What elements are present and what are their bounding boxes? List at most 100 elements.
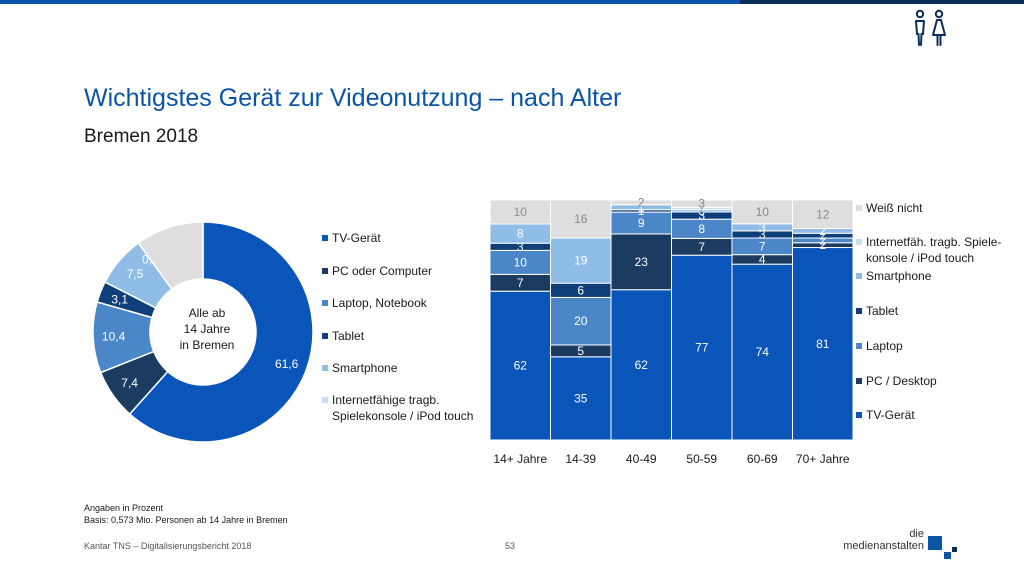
- brand-line-2: medienanstalten: [843, 540, 924, 552]
- bar-data-label: 7: [517, 276, 524, 290]
- legend-swatch: [856, 412, 862, 418]
- bar-segment: [550, 356, 612, 441]
- legend-label: Internetfäh. tragb. Spiele-: [866, 235, 1002, 249]
- legend-swatch: [856, 239, 862, 245]
- bar-data-label: 2: [819, 233, 826, 247]
- bar-data-label: 3: [698, 204, 705, 218]
- bar-data-label: 19: [574, 254, 588, 268]
- bar-segment: [610, 289, 672, 441]
- top-accent-bar-dark: [740, 0, 1024, 4]
- bar-data-label: 62: [514, 359, 528, 373]
- medienanstalten-logo: [928, 536, 957, 559]
- bar-data-label: 8: [698, 222, 705, 236]
- x-tick-label: 14-39: [565, 452, 596, 466]
- bar-data-label: 3: [698, 209, 705, 223]
- bar-data-label: 12: [816, 207, 830, 221]
- legend-label: TV-Gerät: [866, 408, 915, 422]
- bar-data-label: 1: [698, 201, 705, 215]
- bar-segment: [550, 296, 612, 346]
- donut-slice: [128, 221, 314, 443]
- bar-data-label: 7: [759, 239, 766, 253]
- x-tick-label: 14+ Jahre: [493, 452, 547, 466]
- brand-line-1: die: [909, 528, 924, 540]
- bar-segment: [731, 263, 793, 441]
- bar-data-label: 5: [577, 344, 584, 358]
- bar-data-label: 3: [759, 227, 766, 241]
- legend-label-wrap: Internetfäh. tragb. Spiele- konsole / iP…: [866, 234, 1001, 266]
- legend-label: Internetfähige tragb.: [332, 393, 440, 407]
- donut-center-line-2: 14 Jahre: [183, 322, 231, 336]
- people-icon: [915, 9, 946, 46]
- x-tick-label: 70+ Jahre: [796, 452, 850, 466]
- bar-data-label: 3: [759, 220, 766, 234]
- legend-label: Laptop, Notebook: [332, 296, 427, 310]
- legend-swatch: [856, 205, 862, 211]
- bar-segment: [792, 247, 854, 441]
- bar-segment: [550, 199, 612, 239]
- donut-center-label: Alle ab 14 Jahre in Bremen: [160, 305, 254, 353]
- bar-data-label: 6: [577, 283, 584, 297]
- legend-label: Weiß nicht: [866, 201, 923, 215]
- chart-notes: Angaben in Prozent Basis: 0,573 Mio. Per…: [84, 502, 288, 526]
- legend-swatch: [322, 397, 328, 403]
- bar-data-label: 3: [698, 197, 705, 211]
- legend-label: Tablet: [866, 304, 899, 318]
- legend-label: PC / Desktop: [866, 374, 937, 388]
- legend-swatch: [322, 365, 328, 371]
- page-subtitle: Bremen 2018: [84, 126, 199, 147]
- bar-segment: [610, 233, 672, 291]
- x-tick-label: 40-49: [626, 452, 657, 466]
- bar-data-label: 1: [638, 204, 645, 218]
- bar-data-label: 23: [635, 255, 649, 269]
- bar-data-label: 74: [756, 345, 770, 359]
- bar-data-label: 10: [514, 255, 528, 269]
- donut-data-label: 10,4: [102, 329, 126, 343]
- legend-label: Smartphone: [866, 269, 932, 283]
- brand-name: die medienanstalten: [820, 528, 924, 552]
- footer-source: Kantar TNS – Digitalisierungsbericht 201…: [84, 541, 252, 551]
- bar-data-label: 35: [574, 391, 588, 405]
- bar-data-label: 16: [574, 212, 588, 226]
- legend-swatch: [322, 333, 328, 339]
- bar-data-label: 1: [638, 200, 645, 214]
- legend-label-line-2: konsole / iPod touch: [866, 251, 975, 265]
- donut-data-label: 7,4: [121, 376, 138, 390]
- note-unit: Angaben in Prozent: [84, 503, 164, 513]
- bar-segment: [550, 237, 612, 284]
- legend-swatch: [856, 308, 862, 314]
- bar-data-label: 10: [756, 205, 770, 219]
- bar-data-label: 2: [638, 195, 645, 209]
- page-title: Wichtigstes Gerät zur Videonutzung – nac…: [84, 84, 622, 112]
- bar-segment: [489, 249, 551, 275]
- donut-data-label: 3,1: [111, 292, 128, 306]
- note-basis: Basis: 0,573 Mio. Personen ab 14 Jahre i…: [84, 515, 288, 525]
- bar-segment: [489, 290, 551, 441]
- bar-data-label: 8: [517, 227, 524, 241]
- legend-swatch: [856, 378, 862, 384]
- x-tick-label: 60-69: [747, 452, 778, 466]
- donut-data-label: 61,6: [275, 357, 299, 371]
- donut-center-line-3: in Bremen: [179, 338, 235, 352]
- bar-data-label: 62: [635, 358, 649, 372]
- bar-data-label: 3: [517, 240, 524, 254]
- bar-data-label: 10: [514, 205, 528, 219]
- legend-swatch: [322, 300, 328, 306]
- x-tick-label: 50-59: [686, 452, 717, 466]
- legend-swatch: [322, 235, 328, 241]
- top-accent-bar: [0, 0, 1024, 4]
- legend-swatch: [322, 268, 328, 274]
- bar-data-label: 81: [816, 337, 830, 351]
- legend-label-line-2: Spielekonsole / iPod touch: [332, 409, 474, 423]
- bar-data-label: 77: [695, 341, 709, 355]
- bar-data-label: 2: [819, 238, 826, 252]
- legend-swatch: [856, 273, 862, 279]
- bar-data-label: 4: [759, 252, 766, 266]
- legend-label-wrap: Internetfähige tragb. Spielekonsole / iP…: [332, 392, 473, 424]
- donut-center-line-1: Alle ab: [188, 306, 226, 320]
- bar-data-label: 7: [698, 240, 705, 254]
- bar-data-label: 2: [819, 229, 826, 243]
- donut-data-label: 7,5: [127, 267, 144, 281]
- legend-label: PC oder Computer: [332, 264, 433, 278]
